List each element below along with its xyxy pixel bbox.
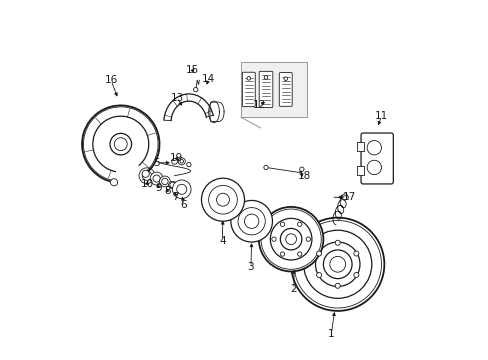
Circle shape <box>335 240 340 245</box>
Text: 11: 11 <box>374 111 387 121</box>
Circle shape <box>329 256 345 272</box>
Circle shape <box>238 208 265 235</box>
Circle shape <box>353 251 358 256</box>
Circle shape <box>230 201 272 242</box>
Circle shape <box>290 218 384 311</box>
Text: 10: 10 <box>140 179 153 189</box>
Circle shape <box>153 175 160 182</box>
Circle shape <box>299 167 304 171</box>
Circle shape <box>270 219 311 260</box>
Circle shape <box>280 228 301 250</box>
Circle shape <box>186 162 191 167</box>
Circle shape <box>114 138 127 150</box>
Text: 13: 13 <box>170 93 183 103</box>
Circle shape <box>169 182 175 188</box>
Bar <box>241 62 306 117</box>
Circle shape <box>316 251 321 256</box>
Text: 9: 9 <box>155 183 162 193</box>
Circle shape <box>264 165 267 170</box>
Circle shape <box>297 222 301 226</box>
Circle shape <box>366 160 381 175</box>
Text: 19: 19 <box>169 153 183 163</box>
Circle shape <box>323 250 351 279</box>
Circle shape <box>293 221 381 308</box>
Circle shape <box>261 209 321 269</box>
Text: 2: 2 <box>290 284 297 294</box>
Circle shape <box>216 193 229 206</box>
Circle shape <box>303 230 371 298</box>
Text: 5: 5 <box>153 158 160 168</box>
Circle shape <box>162 178 168 185</box>
FancyBboxPatch shape <box>360 133 392 184</box>
Circle shape <box>297 252 301 256</box>
Text: 1: 1 <box>327 329 334 339</box>
Circle shape <box>335 283 340 288</box>
Circle shape <box>142 170 149 177</box>
Circle shape <box>246 77 250 80</box>
Text: 12: 12 <box>253 100 266 110</box>
Circle shape <box>342 196 346 200</box>
Circle shape <box>280 252 284 256</box>
Text: 4: 4 <box>219 236 225 246</box>
Circle shape <box>110 134 131 155</box>
Circle shape <box>280 222 284 226</box>
Circle shape <box>284 77 287 81</box>
Text: 14: 14 <box>202 74 215 84</box>
Circle shape <box>180 159 183 163</box>
Text: 17: 17 <box>342 192 355 202</box>
Circle shape <box>285 234 296 244</box>
Circle shape <box>139 168 155 184</box>
Circle shape <box>159 176 170 187</box>
Bar <box>356 166 363 175</box>
Circle shape <box>316 273 321 278</box>
Circle shape <box>178 158 185 165</box>
Circle shape <box>271 237 276 241</box>
Circle shape <box>353 273 358 278</box>
Text: 8: 8 <box>164 186 170 197</box>
Circle shape <box>305 237 310 241</box>
Text: 16: 16 <box>104 75 118 85</box>
Circle shape <box>264 76 267 79</box>
Circle shape <box>244 214 258 228</box>
Circle shape <box>171 158 177 164</box>
FancyBboxPatch shape <box>242 72 255 107</box>
FancyBboxPatch shape <box>279 73 292 106</box>
Circle shape <box>258 207 323 271</box>
Circle shape <box>193 87 198 92</box>
Circle shape <box>315 242 359 287</box>
Circle shape <box>110 179 118 186</box>
FancyBboxPatch shape <box>259 71 272 108</box>
Circle shape <box>150 172 163 185</box>
Circle shape <box>208 185 237 214</box>
Text: 15: 15 <box>185 64 199 75</box>
Text: 18: 18 <box>298 171 311 181</box>
Text: 7: 7 <box>172 192 179 202</box>
Text: 3: 3 <box>247 262 254 272</box>
Circle shape <box>142 171 151 180</box>
Circle shape <box>201 178 244 221</box>
Circle shape <box>366 140 381 155</box>
Circle shape <box>176 184 186 194</box>
Circle shape <box>172 180 191 199</box>
Ellipse shape <box>168 181 177 189</box>
Text: 6: 6 <box>180 200 186 210</box>
Bar <box>356 142 363 151</box>
